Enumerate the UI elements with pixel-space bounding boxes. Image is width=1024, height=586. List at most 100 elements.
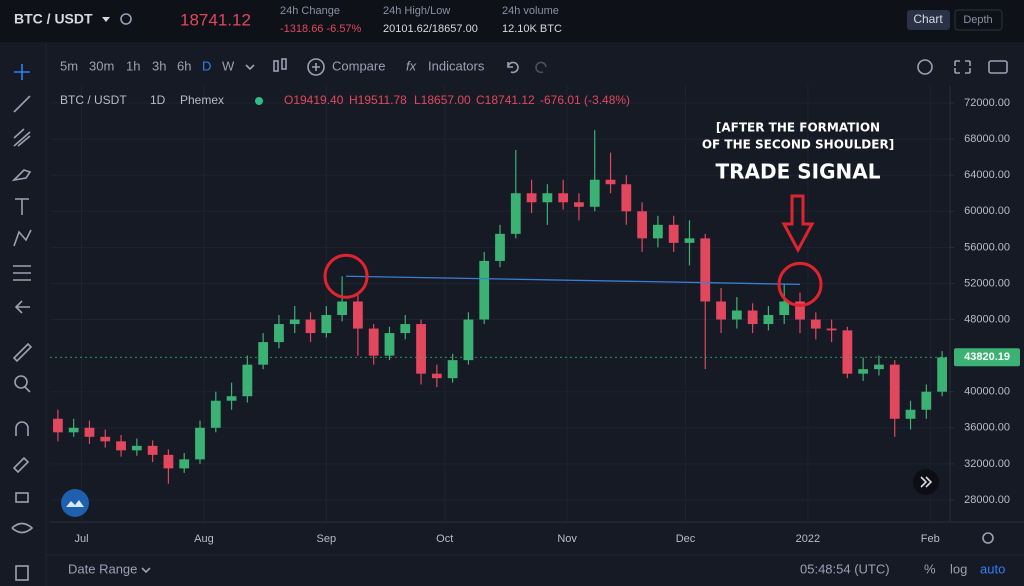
visibility-tool[interactable] (11, 522, 34, 534)
interval[interactable]: 6h (177, 58, 191, 73)
y-tick-label: 32000.00 (964, 458, 1010, 470)
legend-change: -676.01 (-3.48%) (540, 93, 630, 107)
candle-body (431, 373, 442, 379)
date-range-dropdown[interactable] (141, 567, 151, 574)
change-value: -1318.66 -6.57% (280, 23, 362, 35)
lock-tool[interactable] (15, 492, 29, 503)
candle-body (131, 445, 142, 451)
candle-body (400, 324, 411, 334)
percent-toggle[interactable]: % (924, 561, 936, 576)
candle-body (921, 391, 932, 410)
time-settings[interactable] (982, 532, 994, 544)
indicators-icon[interactable]: fx (406, 58, 417, 73)
highlow-value: 20101.62/18657.00 (383, 23, 478, 35)
y-tick-label: 60000.00 (964, 205, 1010, 217)
chart-tab[interactable] (907, 10, 950, 30)
y-tick-label: 64000.00 (964, 169, 1010, 181)
log-toggle[interactable]: log (950, 561, 967, 576)
y-tick-label: 28000.00 (964, 494, 1010, 506)
zoom-tool[interactable] (14, 375, 31, 393)
interval[interactable]: 1h (126, 58, 140, 73)
clock: 05:48:54 (UTC) (800, 561, 890, 576)
candle-body (637, 211, 647, 239)
fullscreen-icon[interactable] (954, 60, 971, 74)
shoulder-highlight (323, 253, 369, 299)
indicators-button[interactable]: Indicators (428, 58, 485, 73)
annotation-note: [AFTER THE FORMATION (716, 121, 880, 135)
candle-body (368, 328, 379, 356)
y-tick-label: 56000.00 (964, 241, 1010, 253)
legend-symbol: BTC / USDT (60, 93, 127, 107)
x-tick-label: Feb (921, 533, 940, 545)
interval[interactable]: 5m (60, 58, 78, 73)
candle-body (321, 315, 332, 334)
y-tick-label: 52000.00 (964, 277, 1010, 289)
candle-body (668, 224, 679, 243)
header-bar (0, 0, 1024, 42)
candle-body (337, 301, 347, 316)
interval-dropdown[interactable] (245, 64, 255, 71)
logo (61, 489, 89, 517)
brush-tool[interactable] (11, 169, 32, 182)
hide-tools[interactable] (14, 300, 30, 314)
settings-icon[interactable] (917, 59, 933, 75)
interval-active[interactable]: D (202, 58, 211, 73)
compare-icon[interactable] (307, 58, 325, 76)
y-tick-label: 72000.00 (964, 97, 1010, 109)
candle-body (795, 301, 805, 320)
depth-tab[interactable] (954, 9, 1003, 31)
highlow-label: 24h High/Low (383, 5, 450, 17)
pitchfork-tool[interactable] (13, 128, 31, 147)
candle-body (163, 454, 174, 469)
volume-label: 24h volume (502, 5, 559, 17)
legend-low: L18657.00 (414, 93, 471, 107)
candle-body (384, 333, 395, 356)
x-tick-label: Oct (436, 533, 453, 545)
forecast-tool[interactable] (13, 265, 31, 281)
symbol-dropdown[interactable] (102, 17, 110, 22)
measure-tool[interactable] (12, 342, 33, 363)
pattern-tool[interactable] (13, 229, 32, 247)
depth-tab-label[interactable]: Depth (963, 14, 992, 26)
lock-drawing-tool[interactable] (12, 456, 30, 474)
candle-body (842, 330, 853, 374)
auto-toggle[interactable]: auto (980, 561, 1005, 576)
candle-body (684, 238, 695, 243)
y-tick-label: 68000.00 (964, 133, 1010, 145)
date-range[interactable]: Date Range (68, 561, 137, 576)
delete-tool[interactable] (15, 565, 29, 581)
favorite-icon[interactable] (120, 13, 132, 25)
text-tool[interactable] (15, 198, 29, 215)
change-label: 24h Change (280, 5, 340, 17)
magnet-tool[interactable] (15, 421, 29, 436)
volume-value: 12.10K BTC (502, 23, 562, 35)
interval[interactable]: 30m (89, 58, 114, 73)
scroll-right-icon[interactable] (920, 476, 933, 488)
redo-icon[interactable] (535, 61, 547, 74)
candle-body (858, 369, 869, 374)
chart-type-icon[interactable] (273, 58, 287, 72)
crosshair-tool[interactable] (14, 64, 30, 80)
trendline-tool[interactable] (13, 95, 31, 113)
chart-tab-label[interactable]: Chart (913, 12, 943, 26)
drawing-tools (11, 64, 34, 581)
last-price: 18741.12 (180, 10, 251, 29)
x-tick-label: 2022 (796, 533, 820, 545)
candle-body (305, 319, 316, 334)
candle-body (84, 427, 95, 437)
undo-icon[interactable] (507, 61, 519, 74)
legend-high: H19511.78 (349, 93, 407, 107)
legend-exchange: Phemex (180, 93, 224, 107)
compare-button[interactable]: Compare (332, 58, 385, 73)
snapshot-icon[interactable] (988, 60, 1008, 74)
symbol[interactable]: BTC / USDT (14, 11, 93, 27)
candle-body (479, 260, 490, 320)
candle-body (747, 310, 758, 325)
interval[interactable]: 3h (152, 58, 166, 73)
interval[interactable]: W (222, 58, 235, 73)
candle-body (274, 324, 284, 343)
legend-close: C18741.12 (476, 93, 535, 107)
candle-body (810, 319, 821, 329)
